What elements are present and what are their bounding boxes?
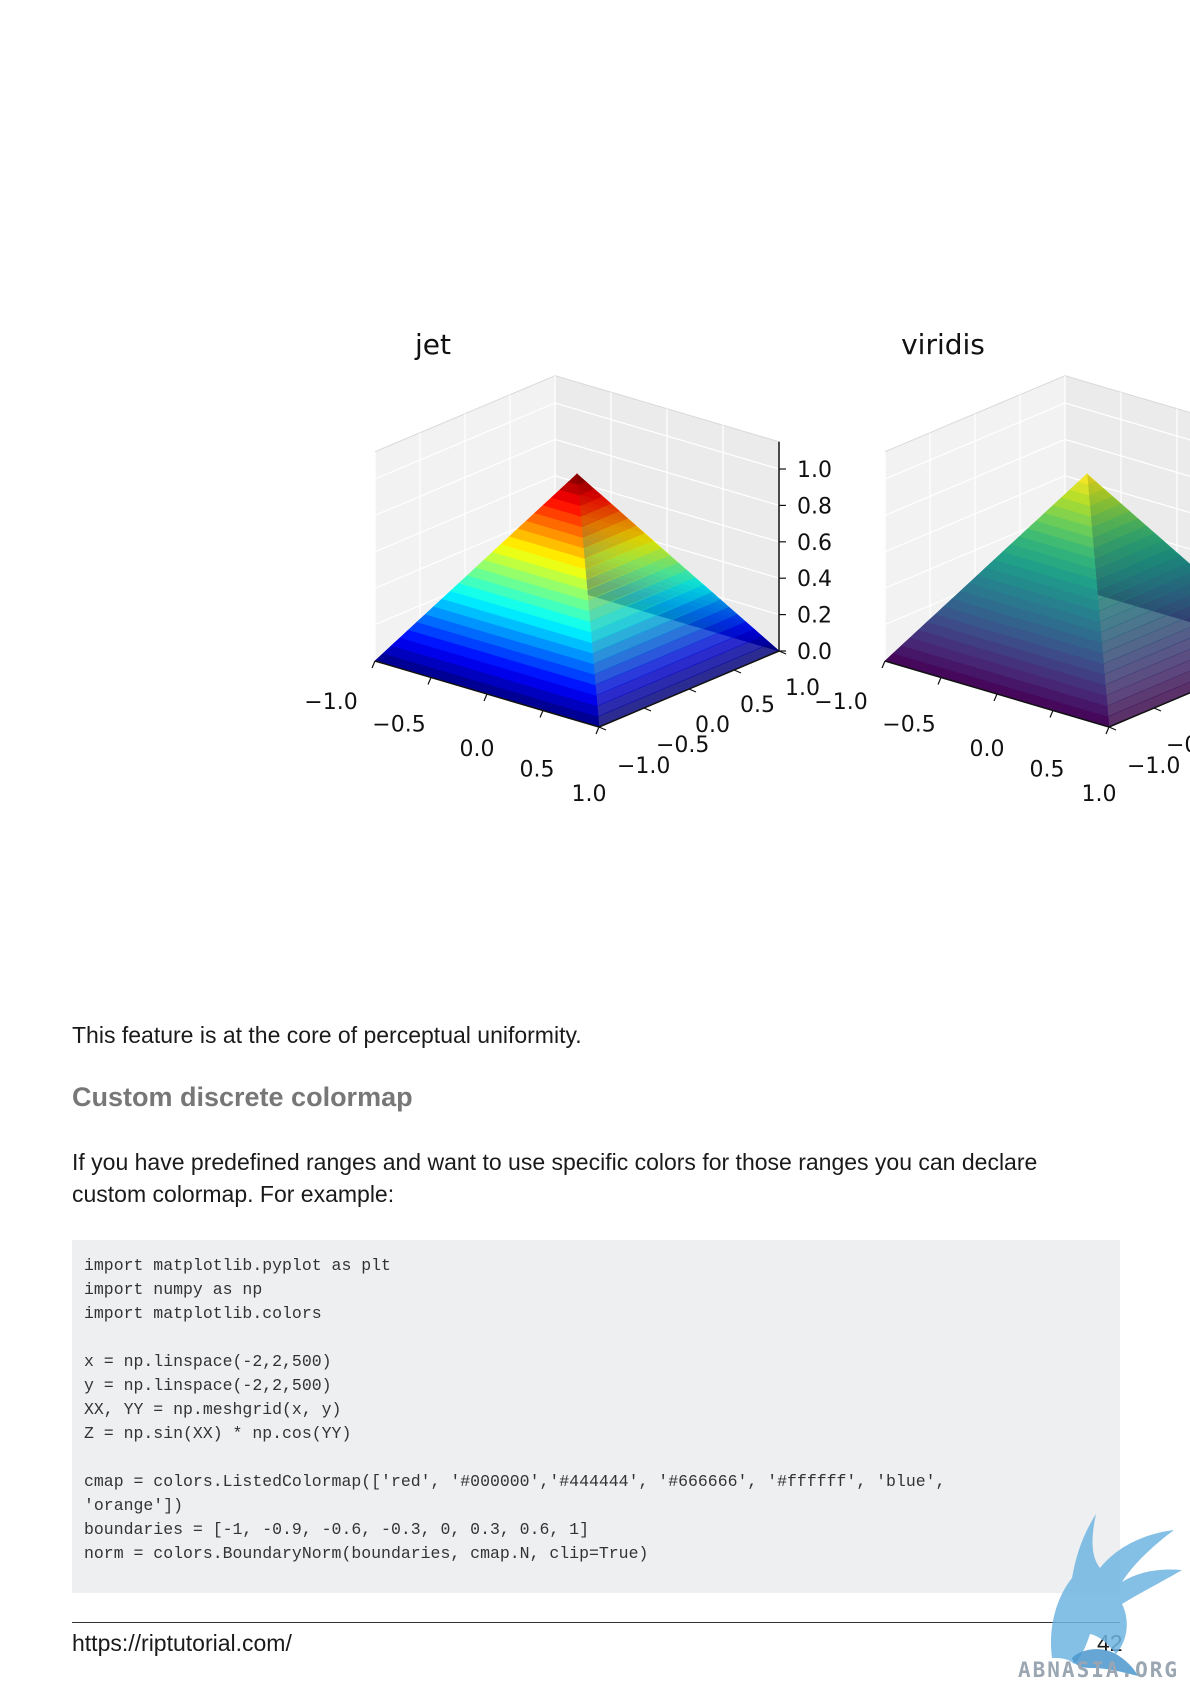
footer-url-link[interactable]: https://riptutorial.com/ <box>72 1630 292 1657</box>
section-heading: Custom discrete colormap <box>72 1082 413 1113</box>
y-tick <box>644 708 651 711</box>
x-tick <box>1050 711 1053 718</box>
x-tick-label: 0.0 <box>460 737 495 762</box>
z-tick-label: 0.0 <box>797 640 832 665</box>
z-tick-label: 1.0 <box>797 458 832 483</box>
x-tick-label: −0.5 <box>372 713 425 738</box>
z-tick-label: 0.2 <box>797 604 832 629</box>
x-tick-label: −0.5 <box>882 713 935 738</box>
code-line: XX, YY = np.meshgrid(x, y) <box>84 1398 1108 1422</box>
body-paragraph: If you have predefined ranges and want t… <box>72 1146 1112 1210</box>
surface-plot-jet: 1.00.80.60.40.20.01.00.50.0−0.5−1.0−1.0−… <box>304 328 832 807</box>
body-paragraph: This feature is at the core of perceptua… <box>72 1019 1112 1051</box>
code-line: 'orange']) <box>84 1494 1108 1518</box>
x-tick <box>484 694 487 701</box>
figure-canvas: 1.00.80.60.40.20.01.00.50.0−0.5−1.0−1.0−… <box>0 0 1190 820</box>
watermark-text: ABNASIA.ORG <box>1018 1658 1179 1682</box>
y-tick <box>1154 708 1161 711</box>
surface-plot-viridis: 1.00.80.60.40.20.01.00.50.0−0.5−1.0−1.0−… <box>814 328 1190 807</box>
code-line: Z = np.sin(XX) * np.cos(YY) <box>84 1422 1108 1446</box>
footer-divider <box>72 1622 1120 1623</box>
x-tick <box>596 727 599 734</box>
z-tick-label: 0.8 <box>797 494 832 519</box>
z-tick-label: 0.4 <box>797 567 832 592</box>
code-line: x = np.linspace(-2,2,500) <box>84 1350 1108 1374</box>
y-tick-label: −1.0 <box>1127 754 1180 779</box>
code-line: y = np.linspace(-2,2,500) <box>84 1374 1108 1398</box>
code-line: import numpy as np <box>84 1278 1108 1302</box>
code-line: norm = colors.BoundaryNorm(boundaries, c… <box>84 1542 1108 1566</box>
x-tick <box>1106 727 1109 734</box>
x-tick <box>882 661 885 668</box>
x-tick <box>428 678 431 685</box>
x-tick-label: −1.0 <box>814 690 867 715</box>
x-tick <box>372 661 375 668</box>
x-tick-label: −1.0 <box>304 690 357 715</box>
x-tick <box>938 678 941 685</box>
x-tick-label: 0.5 <box>520 758 555 783</box>
y-tick <box>734 670 741 673</box>
x-tick-label: 0.0 <box>970 737 1005 762</box>
code-line: boundaries = [-1, -0.9, -0.6, -0.3, 0, 0… <box>84 1518 1108 1542</box>
x-tick-label: 1.0 <box>1082 782 1117 807</box>
code-line: import matplotlib.pyplot as plt <box>84 1254 1108 1278</box>
code-line <box>84 1446 1108 1470</box>
y-tick-label: 0.5 <box>740 693 775 718</box>
x-tick-label: 1.0 <box>572 782 607 807</box>
plot-title: viridis <box>901 328 985 361</box>
code-line: import matplotlib.colors <box>84 1302 1108 1326</box>
y-tick <box>599 727 606 730</box>
x-tick-label: 0.5 <box>1030 758 1065 783</box>
z-tick-label: 0.6 <box>797 531 832 556</box>
x-tick <box>994 694 997 701</box>
code-line: cmap = colors.ListedColormap(['red', '#0… <box>84 1470 1108 1494</box>
plot-title: jet <box>414 328 451 361</box>
code-block: import matplotlib.pyplot as plt import n… <box>72 1240 1120 1593</box>
code-line <box>84 1326 1108 1350</box>
y-tick-label: −1.0 <box>617 754 670 779</box>
figure-3d-surfaces: 1.0 0.8 0.6 0.4 0.2 0.0 1.0 0.5 0.0 −0.5 −1.0 −1.0−… <box>0 0 1190 820</box>
y-tick <box>689 689 696 692</box>
y-tick <box>1109 727 1116 730</box>
x-tick <box>540 711 543 718</box>
